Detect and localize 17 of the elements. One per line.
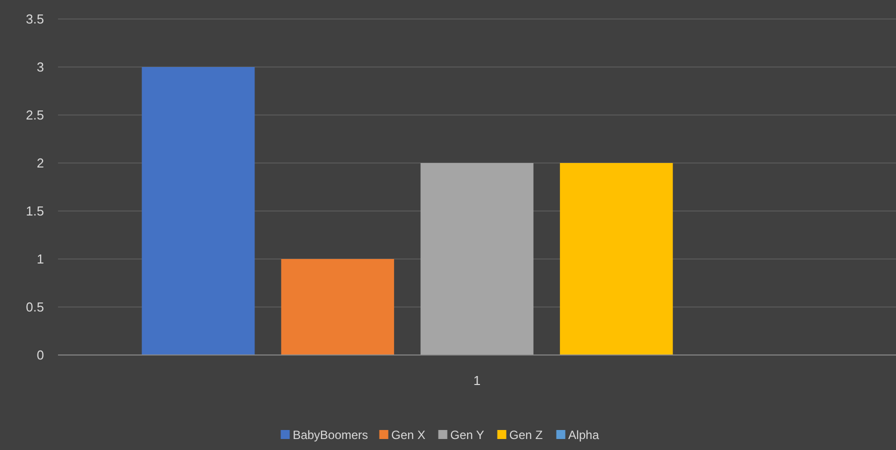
bar	[420, 163, 534, 355]
bar	[142, 67, 255, 355]
y-tick-label: 3	[36, 60, 44, 75]
legend-label: BabyBoomers	[292, 428, 368, 442]
legend-label: Gen Y	[450, 428, 484, 442]
y-tick-label: 0	[36, 348, 44, 363]
y-tick-label: 2.5	[26, 108, 44, 123]
legend-label: Gen X	[391, 428, 426, 442]
bar	[560, 163, 673, 355]
y-tick-label: 1.5	[26, 204, 44, 219]
legend-label: Alpha	[568, 428, 600, 442]
y-tick-label: 1	[36, 252, 44, 267]
y-tick-label: 0.5	[26, 300, 44, 315]
bar	[281, 259, 394, 355]
y-tick-label: 3.5	[26, 12, 44, 27]
legend-label: Gen Z	[509, 428, 543, 442]
y-tick-label: 2	[36, 156, 44, 171]
